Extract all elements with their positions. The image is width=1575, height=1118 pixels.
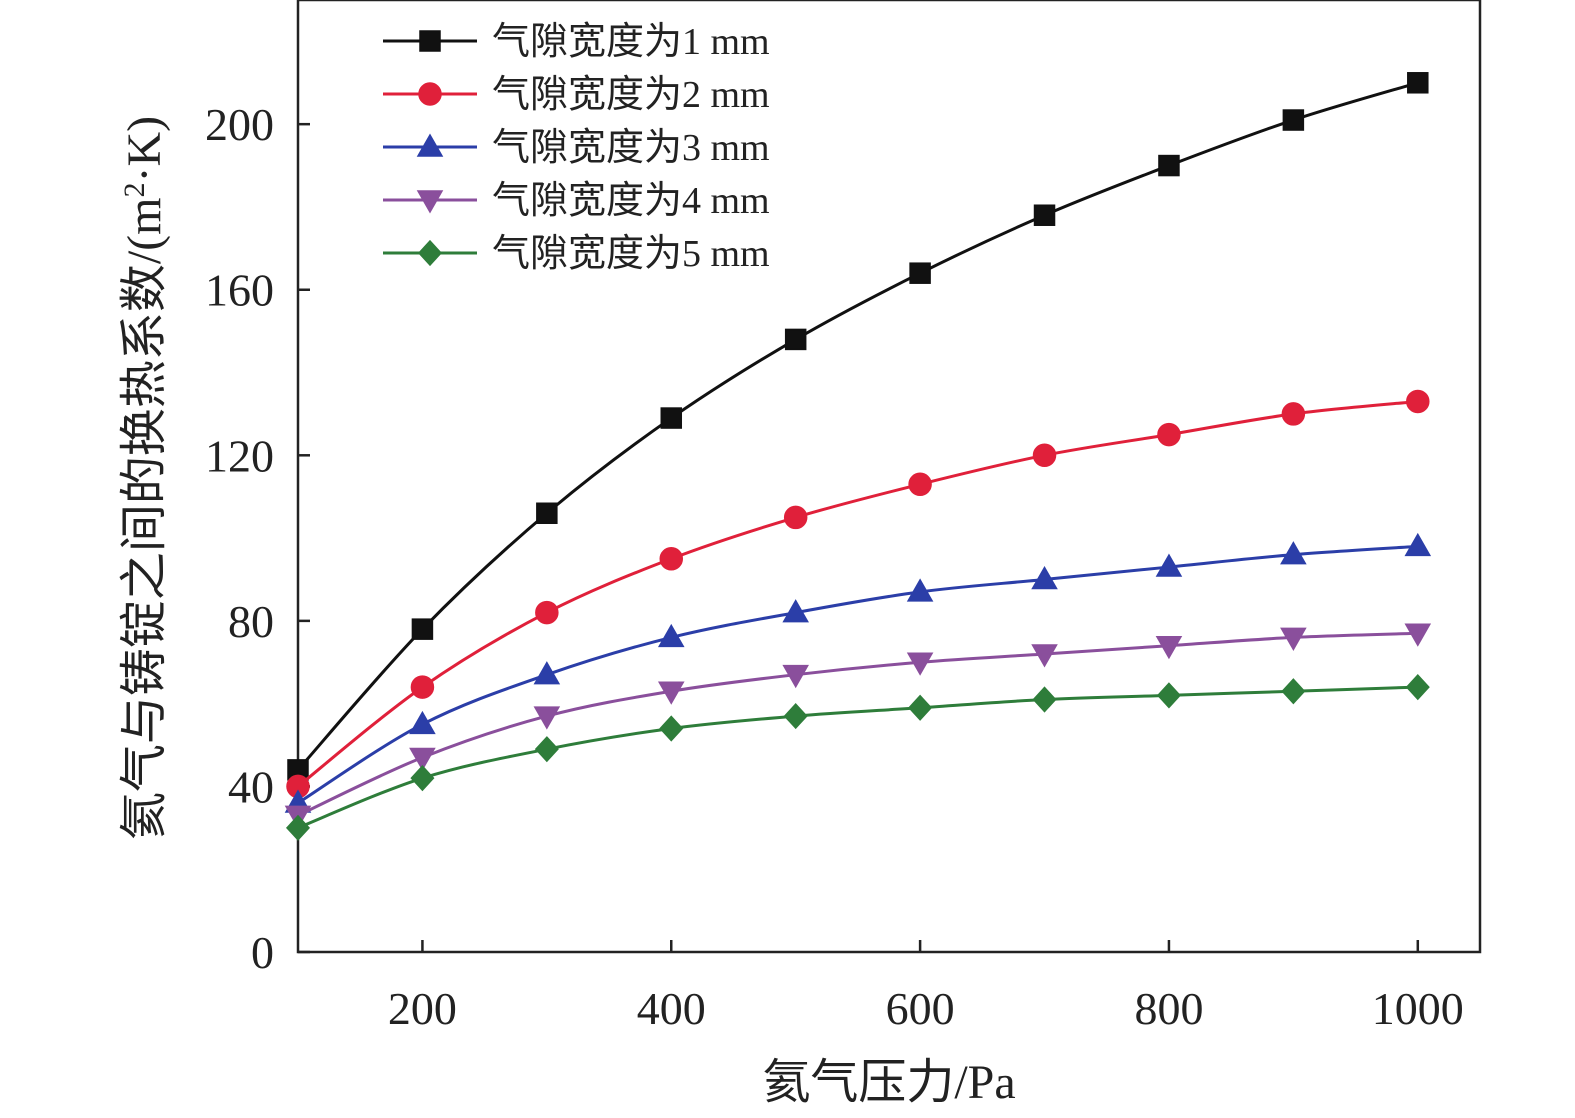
- data-point-marker: [533, 661, 561, 685]
- y-tick-label: 0: [251, 927, 274, 978]
- legend-label: 气隙宽度为2 mm: [492, 74, 770, 116]
- legend-item: 气隙宽度为4 mm: [383, 180, 770, 222]
- data-point-marker: [1280, 541, 1307, 565]
- data-point-marker: [1032, 443, 1057, 468]
- y-axis-title: 氦气与铸锭之间的换热系数/(m2·K): [118, 116, 171, 840]
- legend-label: 气隙宽度为1 mm: [492, 21, 770, 63]
- x-tick-label: 200: [388, 983, 457, 1034]
- series-line: [296, 81, 1419, 771]
- data-point-marker: [1407, 72, 1429, 94]
- data-point-marker: [1406, 389, 1430, 414]
- data-point-marker: [410, 675, 435, 699]
- y-axis-ticks: 0 40 80 120 160 200: [205, 99, 310, 978]
- data-point-marker: [1405, 673, 1430, 701]
- series-5: [285, 673, 1430, 841]
- data-point-marker: [1404, 532, 1432, 557]
- data-point-marker: [659, 547, 684, 571]
- x-axis-ticks: 200 400 600 800 1000: [388, 940, 1464, 1034]
- data-point-marker: [1404, 623, 1432, 647]
- data-point-marker: [1158, 154, 1180, 177]
- data-point-marker: [1281, 402, 1306, 426]
- plot-frame: [296, 0, 1482, 954]
- data-point-marker: [1281, 678, 1306, 705]
- legend-marker: [417, 239, 443, 267]
- data-point-marker: [659, 715, 684, 742]
- data-point-marker: [534, 736, 559, 763]
- series-line: [297, 544, 1418, 805]
- data-point-marker: [908, 694, 933, 721]
- data-point-marker: [1156, 682, 1181, 709]
- data-point-marker: [906, 578, 934, 602]
- data-point-marker: [1157, 422, 1181, 447]
- y-tick-label: 200: [205, 99, 274, 150]
- data-point-marker: [782, 599, 809, 623]
- x-axis-title: 氦气压力/Pa: [762, 1056, 1015, 1109]
- y-axis-title-superscript: 2: [118, 182, 151, 197]
- series-2: [286, 389, 1430, 799]
- data-point-marker: [535, 600, 559, 625]
- legend-marker: [416, 133, 444, 157]
- series-3: [284, 532, 1432, 813]
- data-point-marker: [784, 328, 807, 351]
- data-point-marker: [783, 505, 808, 530]
- data-point-marker: [657, 623, 685, 648]
- legend-label: 气隙宽度为5 mm: [492, 233, 770, 275]
- y-tick-label: 40: [228, 761, 274, 812]
- y-tick-label: 120: [205, 430, 274, 481]
- legend-marker: [419, 30, 441, 52]
- data-point-marker: [1155, 553, 1183, 577]
- data-point-marker: [908, 472, 932, 497]
- data-point-marker: [285, 814, 311, 841]
- data-point-marker: [533, 706, 561, 730]
- legend-item: 气隙宽度为5 mm: [383, 233, 770, 275]
- x-tick-label: 1000: [1372, 983, 1464, 1034]
- y-tick-label: 160: [205, 265, 274, 316]
- series-layer: [284, 72, 1432, 841]
- data-point-marker: [660, 407, 683, 429]
- data-point-marker: [1282, 109, 1305, 131]
- legend-marker: [418, 82, 442, 106]
- data-point-marker: [410, 765, 435, 792]
- data-point-marker: [1155, 635, 1183, 660]
- data-point-marker: [411, 618, 434, 640]
- series-line: [297, 685, 1418, 830]
- data-point-marker: [409, 710, 436, 735]
- data-point-marker: [1032, 686, 1057, 713]
- legend-item: 气隙宽度为3 mm: [383, 127, 770, 169]
- data-point-marker: [1280, 627, 1307, 651]
- data-point-marker: [409, 747, 436, 771]
- series-4: [284, 623, 1432, 829]
- legend-item: 气隙宽度为1 mm: [383, 21, 770, 63]
- y-tick-label: 80: [228, 596, 274, 647]
- data-point-marker: [783, 702, 808, 730]
- legend: 气隙宽度为1 mm 气隙宽度为2 mm 气隙宽度为3 mm 气隙宽度为4 mm 气隙宽度…: [383, 21, 770, 275]
- legend-label: 气隙宽度为3 mm: [492, 127, 770, 169]
- data-point-marker: [1031, 644, 1058, 668]
- legend-item: 气隙宽度为2 mm: [383, 74, 770, 116]
- data-point-marker: [536, 502, 558, 525]
- data-point-marker: [906, 652, 934, 676]
- data-point-marker: [1033, 204, 1056, 226]
- series-line: [297, 400, 1418, 788]
- series-line: [297, 631, 1418, 817]
- x-tick-label: 800: [1134, 983, 1203, 1034]
- y-axis-title-end: ·K): [118, 116, 171, 183]
- legend-marker: [416, 190, 444, 214]
- data-point-marker: [1031, 565, 1058, 590]
- x-tick-label: 600: [886, 983, 955, 1034]
- x-tick-label: 400: [637, 983, 706, 1034]
- y-axis-title-main: 氦气与铸锭之间的换热系数/(m: [118, 197, 171, 840]
- data-point-marker: [782, 664, 809, 689]
- legend-label: 气隙宽度为4 mm: [492, 180, 770, 222]
- series-1: [287, 72, 1429, 781]
- data-point-marker: [657, 681, 685, 705]
- data-point-marker: [909, 262, 931, 284]
